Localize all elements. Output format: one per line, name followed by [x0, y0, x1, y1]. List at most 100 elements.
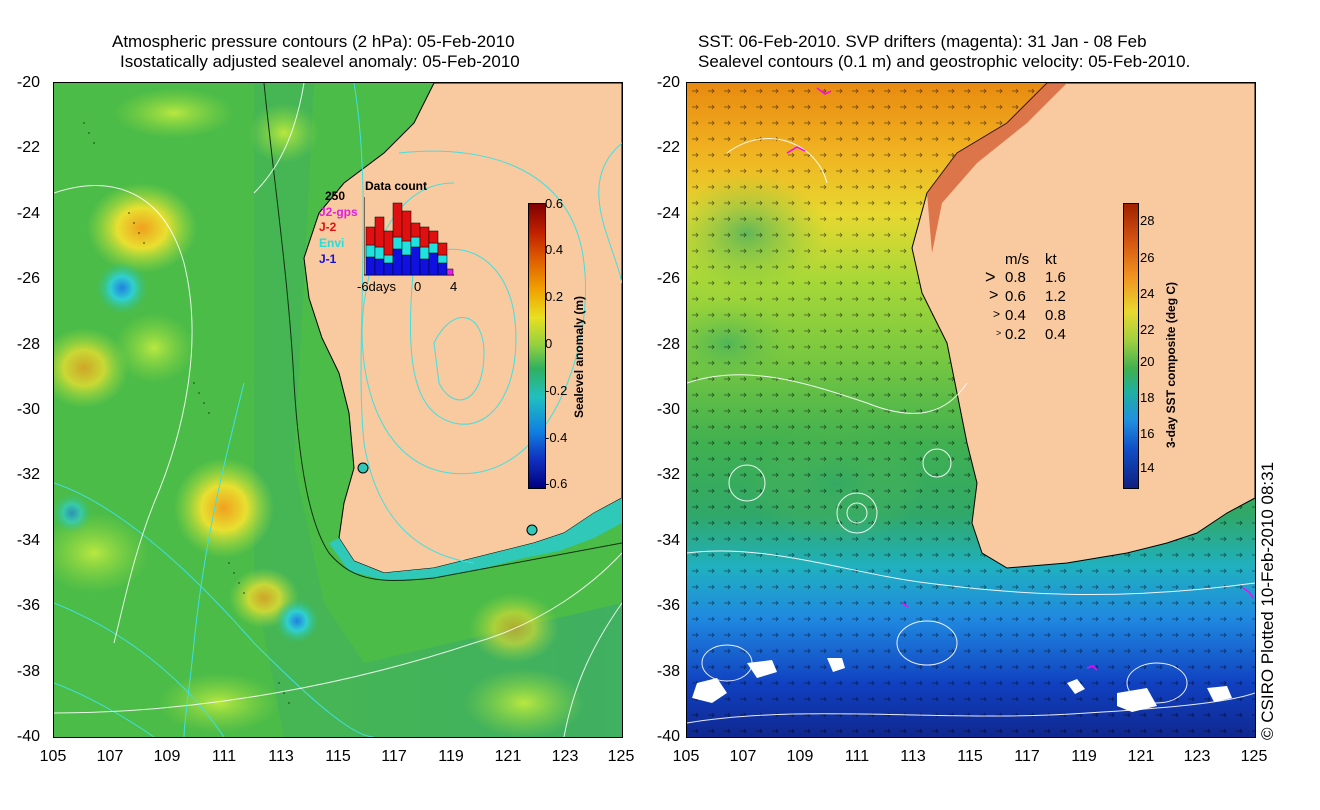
pressure-contours — [54, 83, 622, 737]
data-count-histogram: Data count 250 J2-gps J-2 Envi J-1 -6day… — [317, 179, 457, 304]
velocity-legend-arrow-04: > — [993, 307, 1001, 321]
sla-cb-tick: 0.6 — [545, 196, 564, 211]
sla-cb-tick: -0.4 — [545, 430, 568, 445]
sla-cb-tick: 0.4 — [545, 242, 564, 257]
australia-landmass — [911, 83, 1255, 569]
velocity-legend-arrow-02: > — [996, 328, 1002, 338]
histogram-bars — [364, 197, 454, 276]
sealevel-contours — [687, 138, 1255, 724]
sla-high-blob — [87, 183, 197, 273]
sst-cb-tick: 28 — [1140, 213, 1155, 228]
left-ytick: -40 — [16, 728, 40, 745]
right-ytick: -34 — [656, 532, 680, 549]
left-xtick: 109 — [153, 748, 181, 765]
cloud-mask — [692, 658, 1232, 712]
sst-cb-tick: 18 — [1140, 390, 1155, 405]
left-xtick: 113 — [268, 748, 294, 765]
left-xtick: 107 — [96, 748, 124, 765]
velocity-legend-kt: 1.6 — [1045, 269, 1066, 286]
left-ytick: -32 — [16, 466, 40, 483]
sla-cb-tick: -0.6 — [545, 476, 568, 491]
svp-drifter-tracks — [786, 87, 1254, 671]
right-xtick: 109 — [786, 748, 814, 765]
sst-colorbar — [1123, 203, 1139, 489]
csiro-credit: © CSIRO Plotted 10-Feb-2010 08:31 — [1258, 461, 1277, 740]
left-xtick: 117 — [381, 748, 407, 765]
left-title-line1: Atmospheric pressure contours (2 hPa): 0… — [112, 32, 515, 51]
velocity-legend-ms: 0.6 — [1005, 288, 1026, 305]
left-xtick: 119 — [438, 748, 464, 765]
left-ytick: -22 — [16, 139, 40, 156]
sla-colorbar — [528, 203, 546, 489]
left-ytick: -38 — [16, 663, 40, 680]
histogram-x-0: 0 — [414, 279, 422, 294]
velocity-legend-kt: 1.2 — [1045, 288, 1066, 305]
velocity-legend-ms: 0.8 — [1005, 269, 1026, 286]
right-map-svg — [687, 83, 1255, 737]
left-xtick: 105 — [39, 748, 67, 765]
right-ytick: -30 — [656, 401, 680, 418]
island-marker — [526, 524, 538, 536]
right-map: m/s kt > 0.8 1.6 > 0.6 1.2 > 0.4 0.8 > 0… — [686, 82, 1256, 738]
sst-cb-tick: 20 — [1140, 354, 1155, 369]
sst-cb-tick: 14 — [1140, 460, 1155, 475]
sla-high-blob — [174, 458, 274, 558]
sla-cb-tick: 0.2 — [545, 289, 564, 304]
sst-cb-title: 3-day SST composite (deg C) — [1164, 281, 1178, 448]
right-ytick: -26 — [656, 270, 680, 287]
sla-cb-tick: -0.2 — [545, 383, 568, 398]
sst-cb-tick: 16 — [1140, 426, 1155, 441]
velocity-legend-kt: 0.8 — [1045, 307, 1066, 324]
series-j2: J-2 — [319, 220, 337, 234]
right-xtick: 105 — [672, 748, 700, 765]
right-xtick: 123 — [1183, 748, 1211, 765]
right-ytick: -22 — [656, 139, 680, 156]
histogram-ymax: 250 — [325, 189, 346, 203]
histogram-x-4: 4 — [450, 279, 458, 294]
left-xtick: 123 — [551, 748, 579, 765]
right-ytick: -40 — [656, 728, 680, 745]
left-ytick: -28 — [16, 336, 40, 353]
sst-cb-tick: 22 — [1140, 322, 1155, 337]
right-xtick: 115 — [957, 748, 983, 765]
sst-cb-tick: 26 — [1140, 250, 1155, 265]
left-ytick: -30 — [16, 401, 40, 418]
right-ytick: -24 — [656, 205, 680, 222]
series-j2gps: J2-gps — [319, 205, 358, 219]
series-envi: Envi — [319, 236, 345, 250]
left-xtick: 121 — [494, 748, 522, 765]
left-xtick: 125 — [607, 748, 635, 765]
left-ytick: -36 — [16, 597, 40, 614]
left-xtick: 111 — [211, 748, 237, 765]
series-j1: J-1 — [319, 252, 337, 266]
right-xtick: 117 — [1014, 748, 1040, 765]
sst-cb-tick: 24 — [1140, 286, 1155, 301]
histogram-x-6days: -6days — [357, 279, 397, 294]
sla-low-blob — [275, 599, 319, 643]
right-ytick: -36 — [656, 597, 680, 614]
left-map: Data count 250 J2-gps J-2 Envi J-1 -6day… — [53, 82, 623, 738]
right-xtick: 107 — [729, 748, 757, 765]
velocity-legend-ms: 0.2 — [1005, 326, 1026, 343]
left-ytick: -34 — [16, 532, 40, 549]
velocity-legend-header-ms: m/s — [1005, 251, 1030, 268]
sla-cb-tick: 0 — [545, 336, 553, 351]
velocity-legend-ms: 0.4 — [1005, 307, 1026, 324]
left-ytick: -24 — [16, 205, 40, 222]
right-ytick: -20 — [656, 74, 680, 91]
right-ytick: -38 — [656, 663, 680, 680]
histogram-title: Data count — [365, 179, 428, 193]
right-ytick: -32 — [656, 466, 680, 483]
sla-low-blob — [96, 262, 148, 314]
velocity-legend-arrow-06: > — [989, 287, 999, 304]
velocity-legend-header-kt: kt — [1045, 251, 1057, 268]
left-ytick: -20 — [16, 74, 40, 91]
island-marker — [357, 462, 369, 474]
right-xtick: 113 — [900, 748, 926, 765]
right-xtick: 111 — [844, 748, 870, 765]
velocity-legend-arrow-08: > — [985, 267, 996, 287]
left-xtick: 115 — [325, 748, 351, 765]
right-ytick: -28 — [656, 336, 680, 353]
left-title-line2: Isostatically adjusted sealevel anomaly:… — [120, 52, 520, 71]
right-title-line1: SST: 06-Feb-2010. SVP drifters (magenta)… — [698, 32, 1147, 51]
